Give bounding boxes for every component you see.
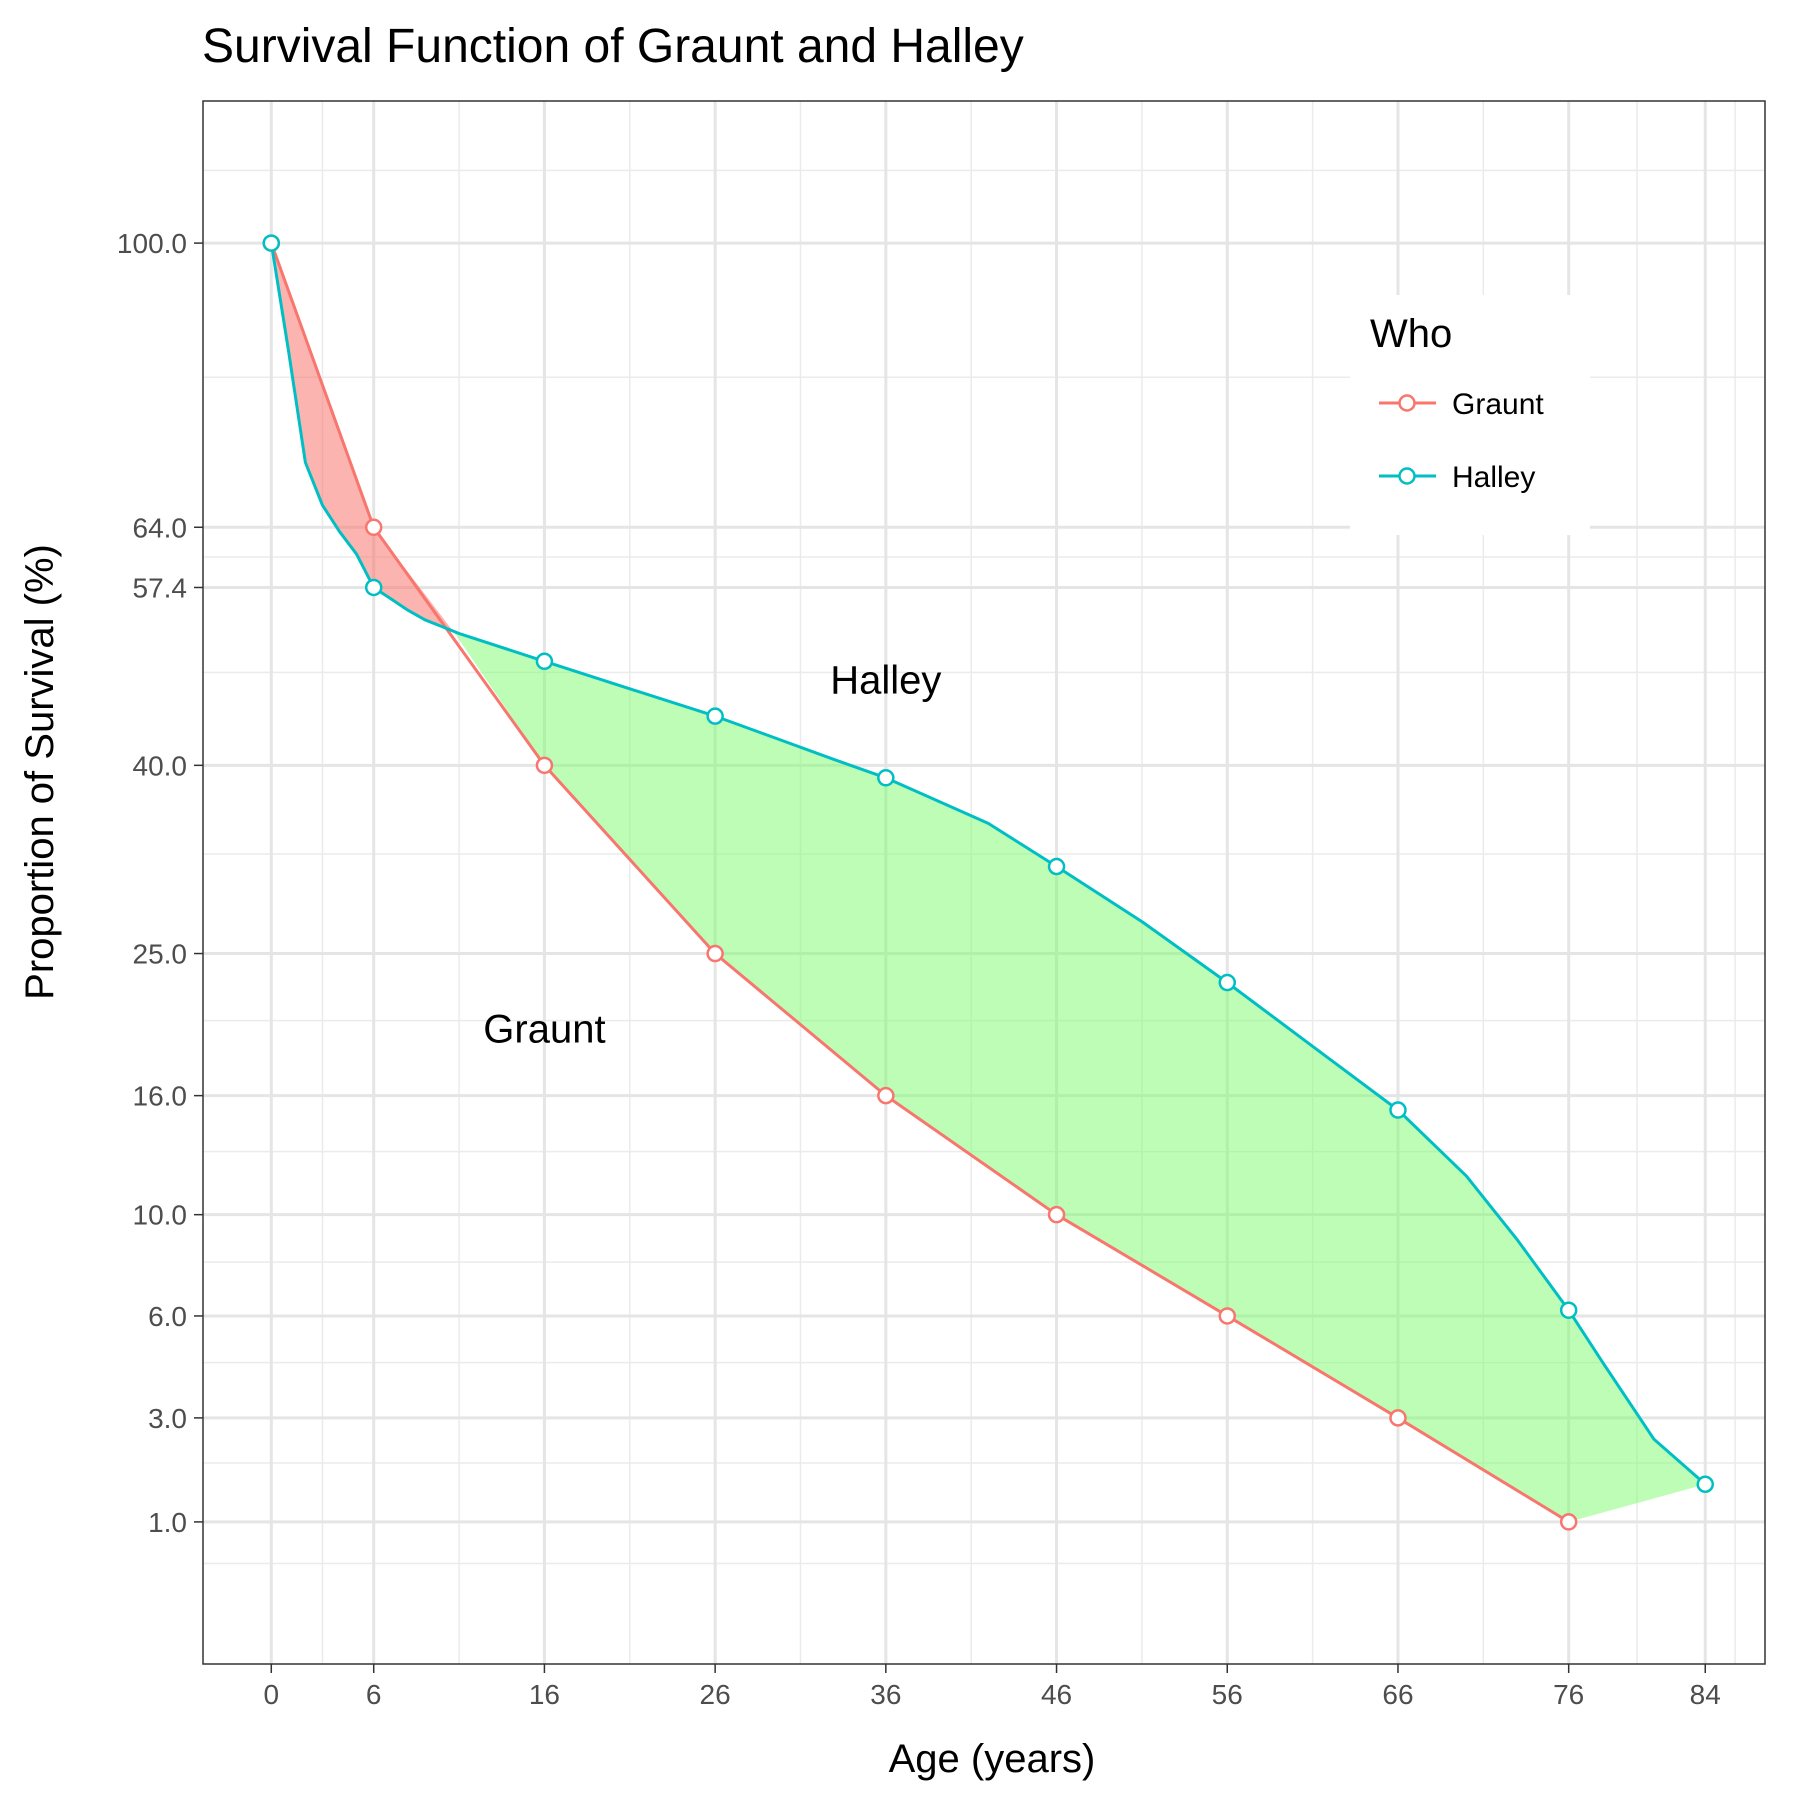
x-tick-label: 0 [263,1679,279,1710]
y-tick-label: 40.0 [133,750,188,781]
annotation-halley: Halley [830,659,941,703]
legend-entries: Graunt Halley [1379,388,1544,494]
y-axis-title: Proportion of Survival (%) [18,544,62,1000]
annotations: Halley Graunt [483,659,941,1052]
legend-title: Who [1370,312,1452,356]
legend-key-point-halley [1398,467,1416,485]
series-points [262,234,1715,1531]
data-point-graunt [1559,1513,1578,1531]
plot-panel-border [202,100,1766,1665]
data-point-halley [1389,1101,1407,1119]
annotation-graunt: Graunt [483,1008,605,1052]
x-tick-label: 26 [700,1679,731,1710]
legend-key-point-graunt [1398,394,1416,412]
x-tick-label: 76 [1553,1679,1584,1710]
x-tick-label: 46 [1041,1679,1072,1710]
data-point-halley [1696,1475,1715,1494]
x-axis-ticks: 0 6 16 26 36 46 56 66 76 84 [263,1664,1721,1710]
fill-area-1 [271,243,456,635]
data-point-halley [877,769,895,787]
series-line-halley [269,242,1707,1486]
fill-area-2 [455,632,1706,1522]
y-tick-label: 57.4 [133,572,188,603]
data-point-halley [706,707,724,725]
legend: Who Graunt Halley [1350,295,1590,535]
y-tick-label: 25.0 [133,939,188,970]
data-point-halley [1218,973,1237,992]
data-point-graunt [1218,1307,1237,1325]
x-tick-label: 66 [1382,1679,1413,1710]
x-tick-label: 6 [366,1679,382,1710]
data-point-graunt [1047,1205,1066,1224]
data-point-halley [1047,857,1066,876]
data-point-halley [262,234,281,252]
data-point-halley [1559,1301,1578,1319]
y-tick-label: 16.0 [133,1081,188,1112]
legend-background [1350,295,1590,535]
x-tick-label: 16 [529,1679,560,1710]
y-tick-label: 100.0 [117,228,187,259]
chart-title: Survival Function of Graunt and Halley [202,20,1024,73]
legend-label-halley: Halley [1452,461,1535,494]
x-tick-label: 36 [870,1679,901,1710]
y-tick-label: 6.0 [148,1301,187,1332]
x-tick-label: 84 [1690,1679,1721,1710]
data-point-graunt [877,1086,895,1105]
y-axis-ticks: 1.0 3.0 6.0 10.0 16.0 25.0 40.0 57.4 64.0 100.0 [117,228,203,1538]
y-tick-label: 1.0 [148,1507,187,1538]
legend-label-graunt: Graunt [1452,388,1544,421]
data-point-graunt [364,518,383,537]
data-point-halley [364,578,383,597]
x-axis-title: Age (years) [889,1737,1096,1781]
x-tick-label: 56 [1212,1679,1243,1710]
y-tick-label: 10.0 [133,1200,188,1231]
data-point-graunt [1389,1409,1407,1427]
data-point-graunt [706,944,724,963]
y-tick-label: 3.0 [148,1403,187,1434]
y-tick-label: 64.0 [133,512,188,543]
area-fills [271,243,1706,1522]
data-point-graunt [535,756,554,775]
data-point-halley [535,652,554,671]
